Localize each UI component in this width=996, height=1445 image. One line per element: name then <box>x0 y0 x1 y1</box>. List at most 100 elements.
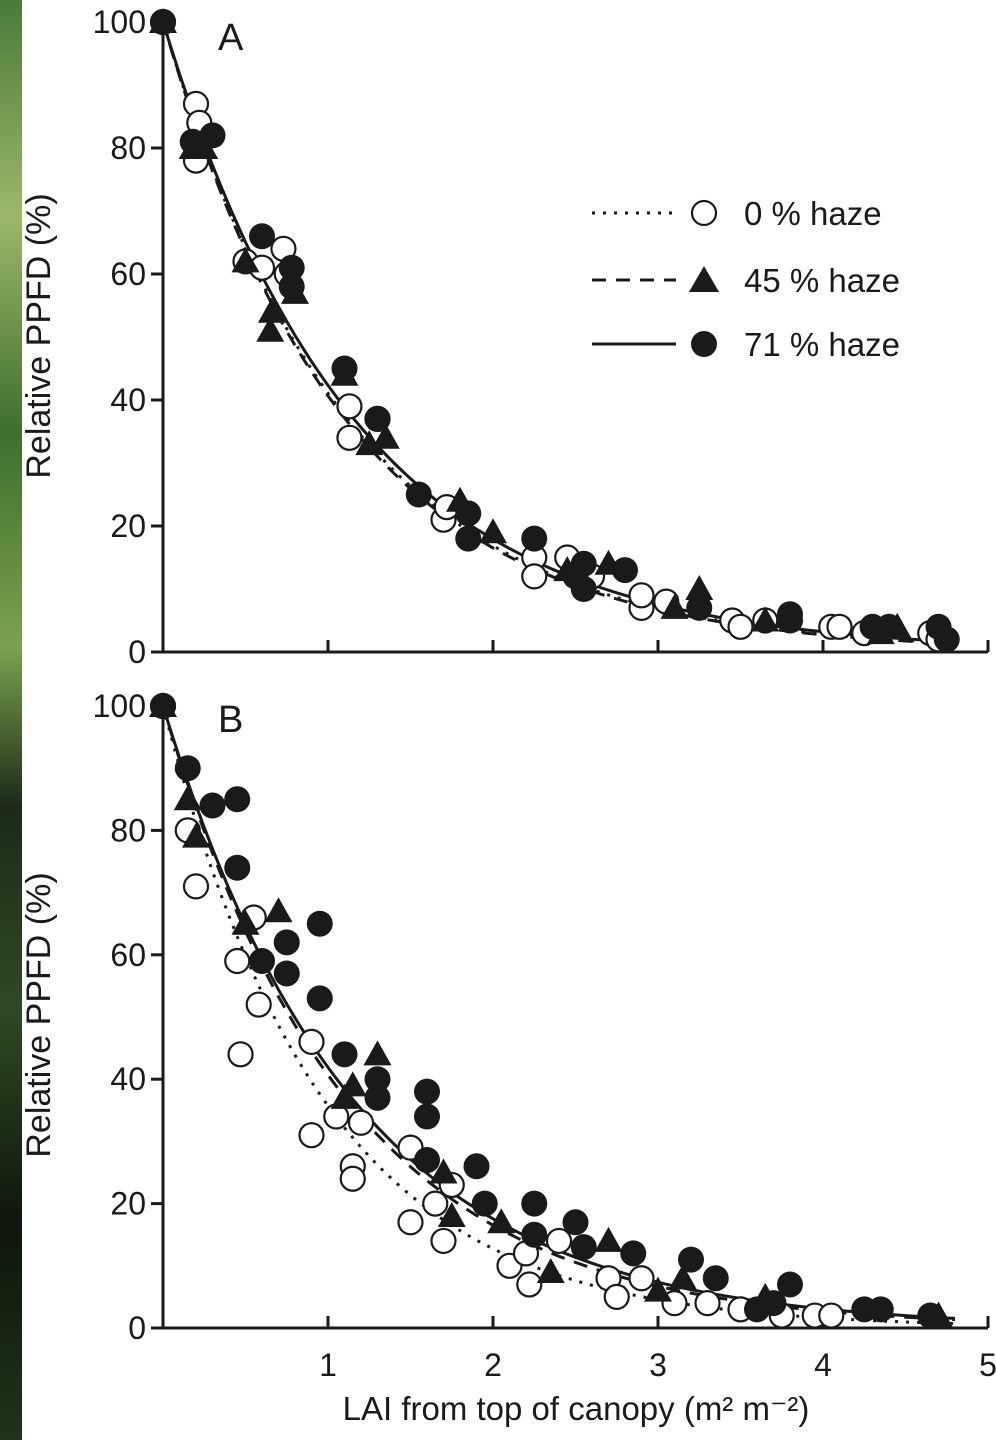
panel-a: A Relative PPFD (%) 0 20 40 60 80 100 <box>20 4 990 670</box>
data-point-filled-circle <box>199 122 226 149</box>
data-point-open-circle <box>298 1122 325 1149</box>
legend-marker-filled-triangle <box>689 266 719 292</box>
x-tick-label: 4 <box>814 1347 832 1383</box>
legend-marker-open-circle <box>690 199 718 227</box>
data-point-filled-circle <box>455 500 482 527</box>
data-point-filled-triangle <box>644 1276 672 1302</box>
data-point-filled-triangle <box>668 1264 697 1290</box>
data-point-filled-triangle <box>685 575 714 600</box>
data-point-filled-triangle <box>231 909 260 935</box>
y-tick-label: 40 <box>110 382 146 418</box>
data-point-open-circle <box>245 991 272 1018</box>
data-point-filled-circle <box>306 985 333 1012</box>
data-point-open-circle <box>516 1271 543 1298</box>
data-point-filled-circle <box>620 1240 647 1267</box>
data-point-filled-triangle <box>256 316 285 342</box>
data-point-filled-circle <box>521 1221 548 1248</box>
data-point-filled-circle <box>686 594 713 621</box>
data-point-filled-triangle <box>182 822 210 848</box>
data-point-filled-circle <box>678 1246 704 1273</box>
data-point-filled-triangle <box>371 423 400 449</box>
data-point-filled-circle <box>917 1302 944 1329</box>
data-point-open-circle <box>397 1209 424 1236</box>
legend: 0 % haze 45 % haze 71 % haze <box>592 195 900 363</box>
data-point-filled-circle <box>331 1041 358 1068</box>
data-point-open-circle <box>628 582 655 609</box>
y-tick-label: 80 <box>110 812 146 848</box>
data-point-filled-triangle <box>536 1258 565 1284</box>
x-tick-label: 2 <box>484 1347 502 1383</box>
data-point-open-circle <box>339 1165 366 1192</box>
legend-label-71-haze: 71 % haze <box>744 326 900 363</box>
data-point-open-circle <box>336 424 363 451</box>
data-point-open-circle <box>224 947 251 975</box>
data-point-filled-triangle <box>338 1071 367 1097</box>
y-tick-label: 0 <box>128 634 146 670</box>
y-tick-label: 20 <box>110 1186 146 1222</box>
legend-marker-filled-circle <box>691 331 717 357</box>
data-point-open-circle <box>298 1028 325 1055</box>
data-point-filled-circle <box>570 550 597 577</box>
panel-a-points <box>149 8 960 653</box>
legend-label-0-haze: 0 % haze <box>744 195 882 232</box>
data-point-filled-circle <box>364 1084 391 1111</box>
data-point-filled-triangle <box>264 897 293 923</box>
data-point-filled-triangle <box>594 1226 623 1252</box>
data-point-filled-circle <box>463 1153 490 1180</box>
data-point-filled-triangle <box>429 1158 458 1184</box>
data-point-open-circle <box>227 1041 254 1068</box>
legend-label-45-haze: 45 % haze <box>744 262 900 299</box>
y-tick-label: 100 <box>93 4 146 40</box>
data-point-filled-circle <box>306 910 333 937</box>
data-point-filled-circle <box>933 626 960 653</box>
data-point-filled-circle <box>174 755 201 782</box>
data-point-filled-triangle <box>487 1208 516 1234</box>
data-point-open-circle <box>347 1109 375 1136</box>
y-tick-label: 60 <box>110 937 146 973</box>
data-point-open-circle <box>422 1190 449 1217</box>
data-point-filled-circle <box>521 1190 548 1217</box>
data-point-filled-circle <box>760 1290 787 1317</box>
panel-b-x-ticks: 1 2 3 4 5 <box>319 1316 996 1383</box>
data-point-filled-triangle <box>231 247 260 273</box>
data-point-filled-circle <box>331 355 358 382</box>
data-point-filled-circle <box>612 557 638 584</box>
background-photo-strip <box>0 0 22 1440</box>
data-point-open-circle <box>336 393 363 420</box>
data-point-filled-circle <box>867 1296 894 1323</box>
y-tick-label: 40 <box>110 1061 146 1097</box>
data-point-filled-circle <box>777 607 803 634</box>
y-tick-label: 0 <box>128 1310 146 1346</box>
x-tick-label: 5 <box>979 1347 996 1383</box>
panel-a-x-ticks <box>326 640 990 652</box>
data-point-filled-circle <box>273 960 300 987</box>
data-point-open-circle <box>521 563 548 590</box>
data-point-filled-circle <box>876 613 902 640</box>
data-point-filled-circle <box>471 1190 498 1217</box>
x-tick-label: 3 <box>649 1347 667 1383</box>
data-point-filled-circle <box>364 1066 391 1093</box>
panel-a-label: A <box>218 17 244 59</box>
data-point-open-circle <box>818 1302 845 1329</box>
panel-b-label: B <box>218 699 243 741</box>
data-point-filled-circle <box>414 1103 440 1130</box>
data-point-open-circle <box>182 873 210 900</box>
data-point-filled-circle <box>414 1078 440 1105</box>
data-point-filled-triangle <box>437 1202 466 1228</box>
plot-background <box>22 0 996 1440</box>
data-point-filled-circle <box>570 1234 597 1261</box>
data-point-filled-circle <box>702 1265 729 1292</box>
data-point-filled-circle <box>224 854 251 881</box>
y-tick-label: 100 <box>93 688 146 724</box>
data-point-filled-circle <box>570 576 597 602</box>
data-point-filled-circle <box>278 254 305 281</box>
data-point-filled-circle <box>150 693 176 719</box>
data-point-filled-circle <box>521 525 548 552</box>
data-point-filled-circle <box>249 948 275 975</box>
data-point-filled-triangle <box>257 297 286 323</box>
panel-b-ylabel: Relative PPFD (%) <box>20 872 58 1157</box>
data-point-filled-circle <box>455 525 482 552</box>
data-point-filled-triangle <box>173 785 202 811</box>
